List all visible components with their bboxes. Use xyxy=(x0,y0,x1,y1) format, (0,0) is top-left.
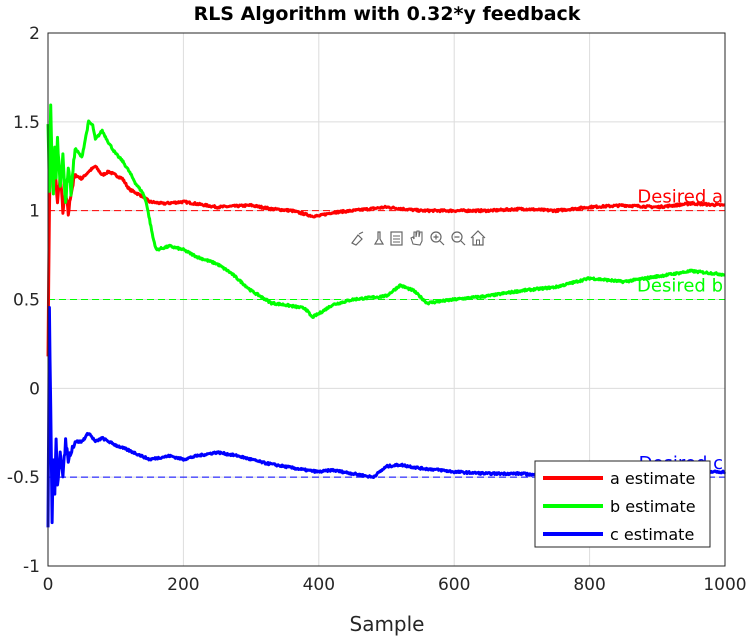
reference-label: Desired a xyxy=(637,187,723,208)
zoom-in-icon[interactable] xyxy=(430,231,445,246)
x-tick-label: 1000 xyxy=(703,575,746,595)
plot-area[interactable] xyxy=(47,32,726,567)
link-icon[interactable] xyxy=(390,231,403,246)
series-line-1 xyxy=(46,127,726,357)
tick-labels: 0 200 400 600 800 1000 -1 -0.5 0 0.5 1 1.5 2 xyxy=(7,24,747,595)
x-tick-label: 0 xyxy=(43,575,54,595)
y-tick-label: 2 xyxy=(29,24,40,44)
x-tick-label: 800 xyxy=(573,575,605,595)
x-tick-label: 600 xyxy=(438,575,470,595)
legend[interactable]: a estimate b estimate c estimate xyxy=(534,460,711,548)
zoom-out-icon[interactable] xyxy=(451,231,466,246)
legend-label: a estimate xyxy=(610,469,695,488)
brush-icon[interactable] xyxy=(373,231,385,245)
axes-toolbar[interactable] xyxy=(351,230,486,246)
y-tick-label: -0.5 xyxy=(7,468,40,488)
y-tick-label: -1 xyxy=(23,557,40,577)
y-tick-label: 0.5 xyxy=(13,291,40,311)
y-tick-label: 1 xyxy=(29,202,40,222)
home-icon[interactable] xyxy=(470,230,486,246)
legend-label: c estimate xyxy=(610,525,694,544)
x-tick-label: 200 xyxy=(167,575,199,595)
data-cursor-icon[interactable] xyxy=(351,231,364,246)
pan-hand-icon[interactable] xyxy=(410,230,423,246)
y-tick-label: 1.5 xyxy=(13,113,40,133)
x-tick-label: 400 xyxy=(303,575,335,595)
y-tick-label: 0 xyxy=(29,379,40,399)
chart-title: RLS Algorithm with 0.32*y feedback xyxy=(194,3,581,25)
legend-label: b estimate xyxy=(610,497,696,516)
x-axis-label: Sample xyxy=(350,612,425,636)
series-line-2 xyxy=(46,103,726,319)
reference-label: Desired b xyxy=(637,276,723,297)
